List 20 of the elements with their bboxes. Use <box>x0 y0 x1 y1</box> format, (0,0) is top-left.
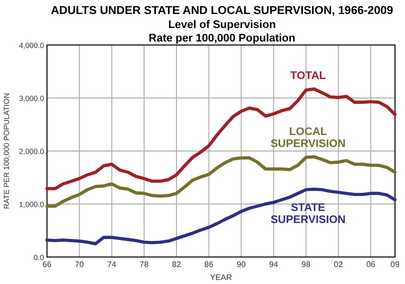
x-tick-label: 86 <box>204 260 214 269</box>
chart-title: ADULTS UNDER STATE AND LOCAL SUPERVISION, 1966-2009 <box>50 5 394 17</box>
series-label: LOCAL SUPERVISION <box>270 126 346 150</box>
x-tick-label: 02 <box>334 260 344 269</box>
x-tick-label: 94 <box>269 260 279 269</box>
x-tick-label: 09 <box>390 260 400 269</box>
chart-subtitle: Level of Supervision Rate per 100,000 Population <box>148 19 296 44</box>
x-tick-label: 06 <box>366 260 376 269</box>
x-tick-label: 74 <box>107 260 117 269</box>
x-axis-title: YEAR <box>210 273 232 282</box>
x-tick-label: 78 <box>140 260 150 269</box>
line-series <box>45 87 397 190</box>
x-tick-label: 66 <box>42 260 52 269</box>
x-tick-label: 70 <box>74 260 84 269</box>
series-label: TOTAL <box>290 70 326 82</box>
x-tick-label: 90 <box>236 260 246 269</box>
x-tick-label: 98 <box>302 260 311 269</box>
x-tick-label: 82 <box>172 260 182 269</box>
line-series <box>45 188 397 246</box>
series-label: STATE SUPERVISION <box>270 202 346 226</box>
